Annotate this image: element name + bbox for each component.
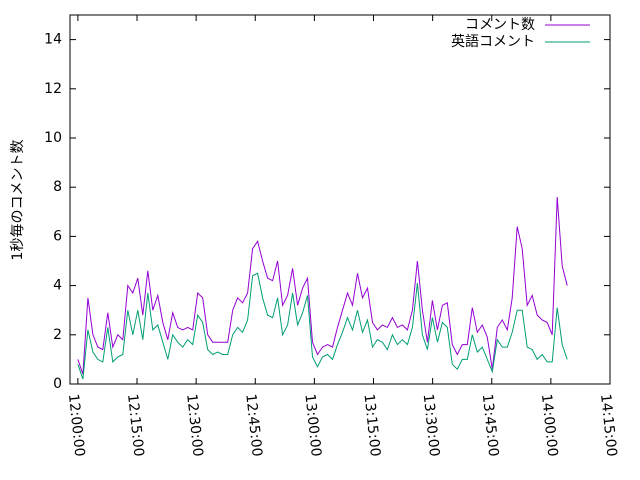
- y-tick-label: 4: [53, 278, 62, 294]
- legend-label: 英語コメント: [451, 33, 535, 50]
- y-tick-label: 14: [44, 32, 62, 48]
- x-tick-label: 12:30:00: [183, 393, 205, 457]
- x-tick-label: 12:00:00: [65, 393, 87, 457]
- y-tick-label: 10: [44, 130, 62, 146]
- y-axis-label: 1秒毎のコメント数: [10, 140, 26, 261]
- x-tick-label: 13:15:00: [361, 393, 383, 457]
- y-tick-label: 2: [53, 327, 62, 343]
- series-line: [77, 196, 568, 375]
- y-tick-label: 0: [53, 376, 62, 392]
- x-tick-label: 13:30:00: [420, 393, 442, 457]
- x-tick-label: 13:00:00: [301, 393, 323, 457]
- x-tick-label: 12:15:00: [124, 393, 146, 457]
- y-tick-label: 8: [53, 179, 62, 195]
- series-line: [77, 272, 568, 380]
- y-tick-label: 12: [44, 81, 62, 97]
- x-tick-label: 14:00:00: [538, 393, 560, 457]
- x-tick-label: 12:45:00: [242, 393, 264, 457]
- y-tick-label: 6: [53, 228, 62, 244]
- x-tick-label: 13:45:00: [479, 393, 501, 457]
- legend-label: コメント数: [465, 17, 535, 33]
- x-tick-label: 14:15:00: [597, 393, 619, 457]
- plot-border: [69, 14, 611, 385]
